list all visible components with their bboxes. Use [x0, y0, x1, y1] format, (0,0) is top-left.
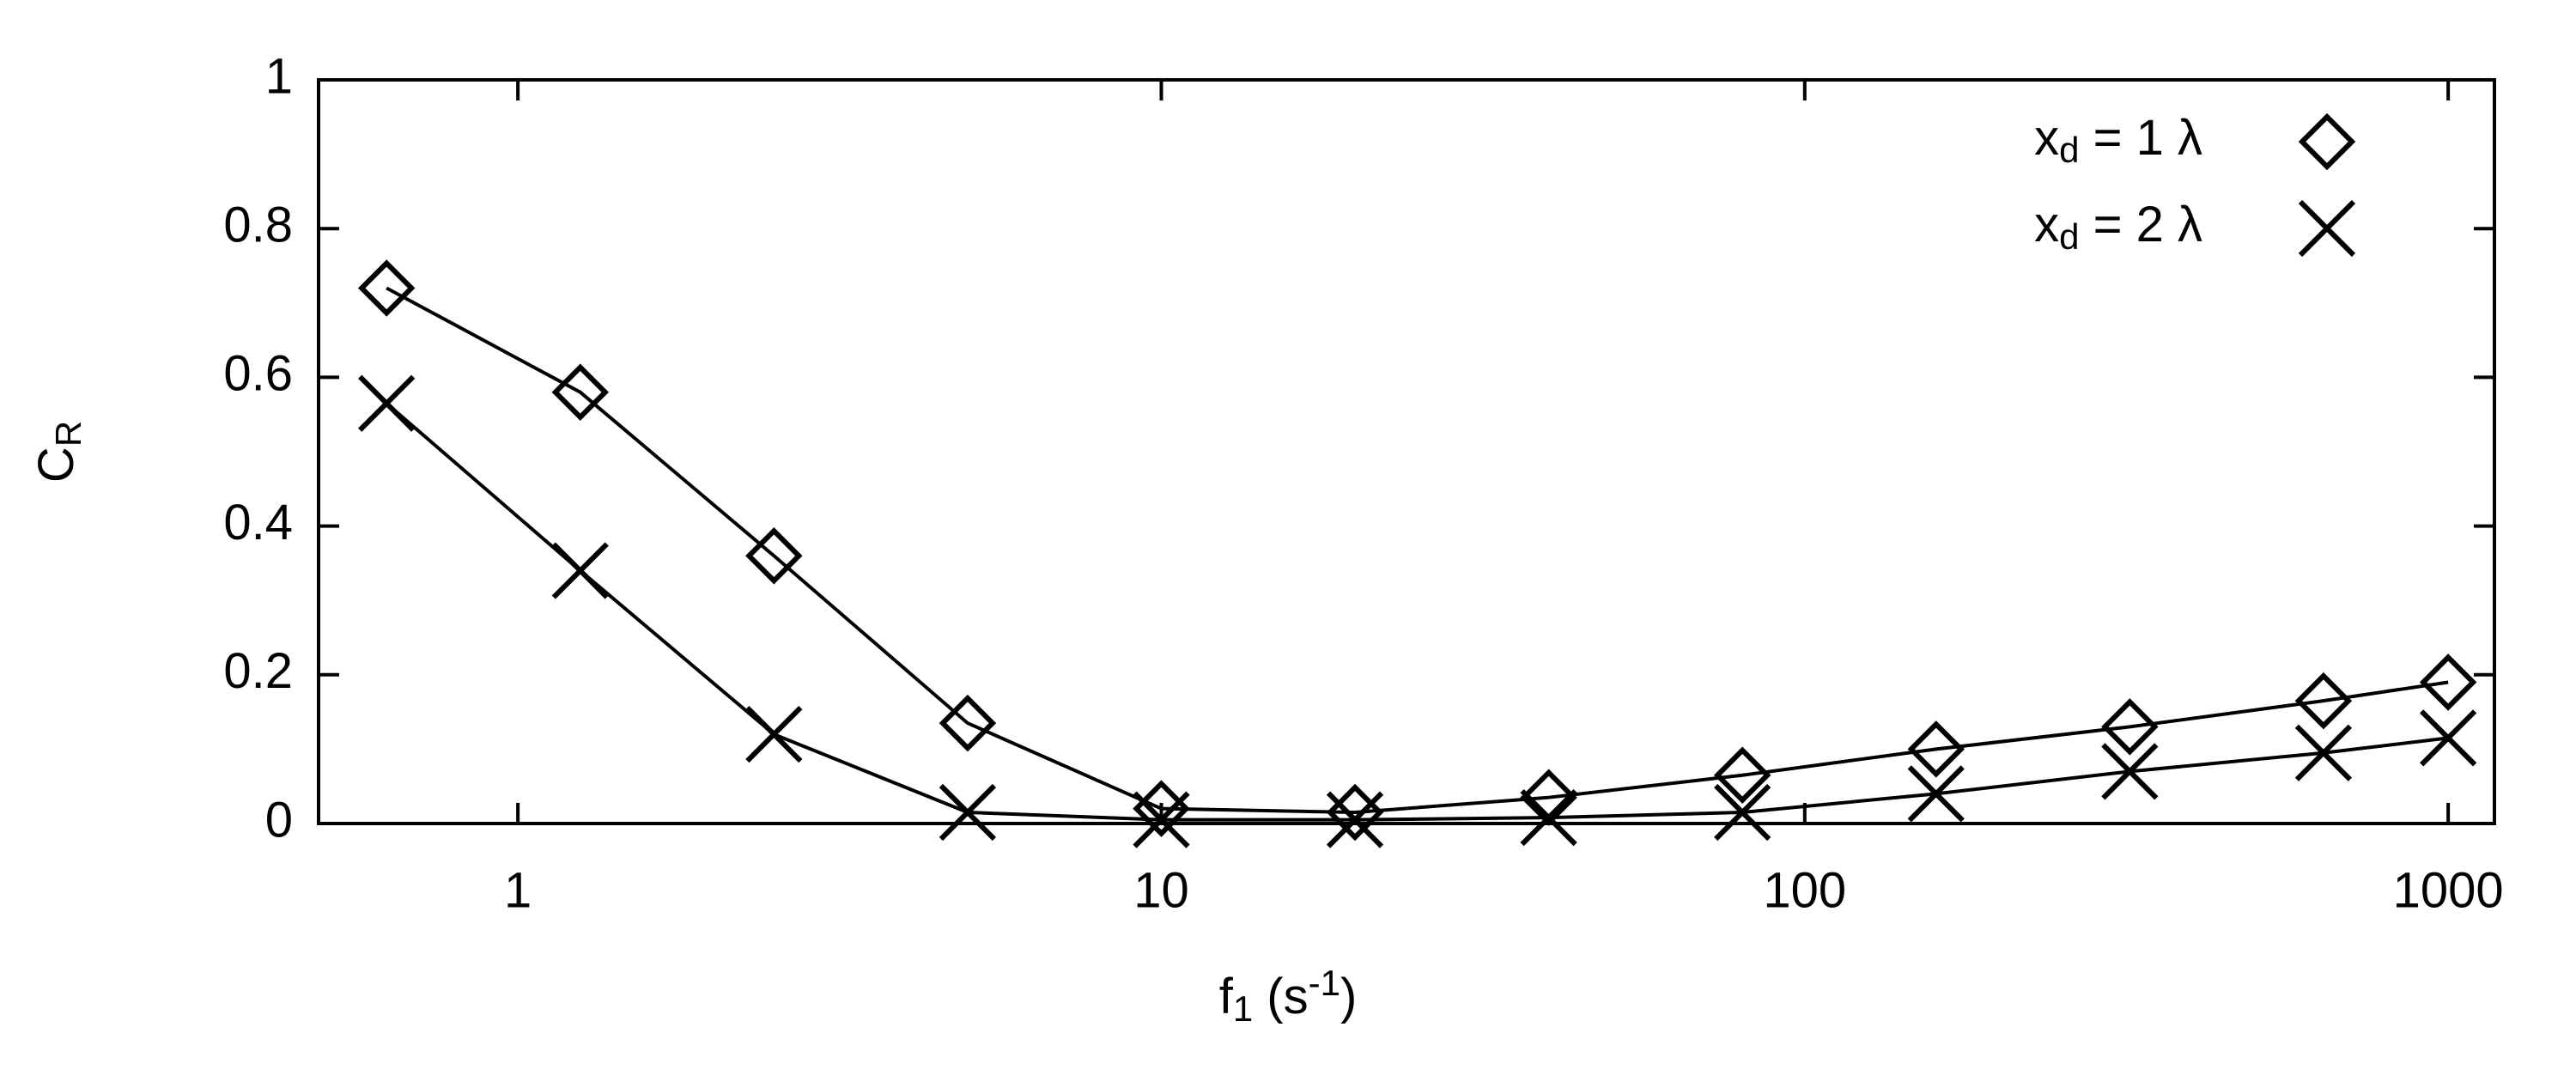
marker [2419, 653, 2477, 711]
marker [1133, 791, 1190, 848]
marker [745, 526, 803, 585]
legend-marker [2298, 112, 2356, 171]
marker [939, 694, 997, 752]
marker [2420, 709, 2477, 767]
marker [939, 783, 997, 842]
marker [1520, 788, 1577, 847]
marker [1326, 791, 1384, 848]
plot-frame [317, 78, 2496, 825]
marker [2294, 724, 2353, 781]
x-tick-label: 1 [504, 862, 532, 918]
y-tick-label: 0.6 [223, 346, 293, 402]
marker [357, 259, 416, 317]
marker [2294, 672, 2353, 730]
marker [1907, 765, 1965, 823]
y-axis-label: CR [28, 421, 88, 483]
x-tick-label: 10 [1133, 862, 1189, 918]
legend-label: xd = 1 λ [2034, 110, 2202, 169]
marker [2101, 698, 2159, 756]
y-tick-label: 0 [265, 792, 293, 848]
x-tick-label: 1000 [2393, 862, 2504, 918]
marker [2101, 743, 2159, 800]
legend-label: xd = 2 λ [2034, 197, 2202, 256]
y-tick-label: 0.2 [223, 643, 293, 699]
y-tick-label: 1 [265, 48, 293, 104]
marker [551, 363, 610, 421]
y-tick-label: 0.8 [223, 198, 293, 253]
x-axis-label: f1 (s-1) [1219, 963, 1358, 1028]
marker [1714, 783, 1771, 842]
marker [1713, 746, 1771, 804]
series-line [385, 402, 2449, 822]
series-line [386, 286, 2449, 815]
y-tick-label: 0.4 [223, 495, 293, 550]
marker [1520, 769, 1577, 826]
marker [358, 374, 416, 432]
marker [1907, 720, 1965, 778]
x-tick-label: 100 [1763, 862, 1846, 918]
legend-marker [2298, 199, 2356, 258]
marker [745, 705, 803, 763]
marker [551, 542, 609, 599]
